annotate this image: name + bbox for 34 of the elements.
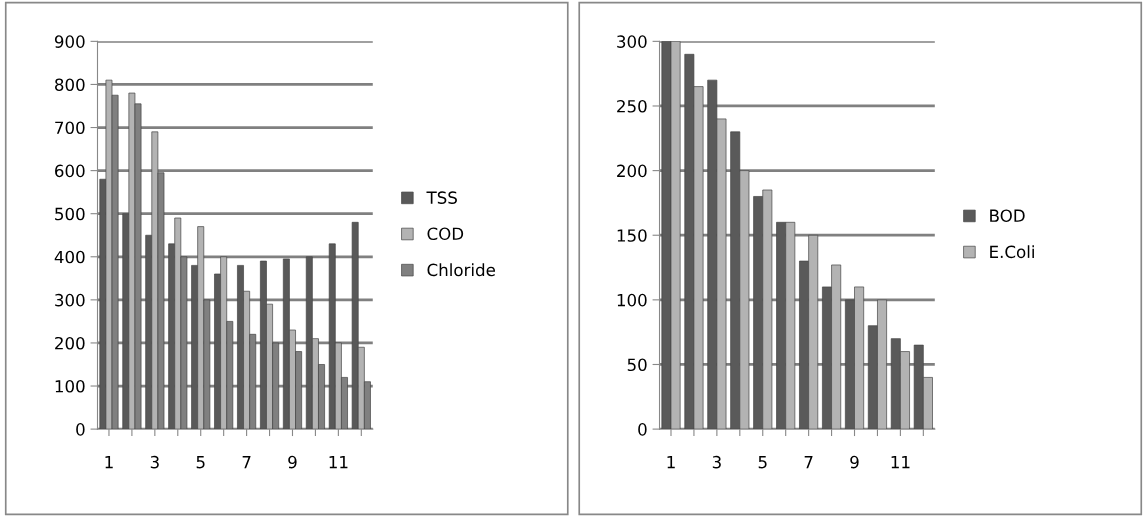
y-tick-label: 100 xyxy=(55,379,85,393)
legend-label: Chloride xyxy=(427,263,495,277)
y-tick-label: 200 xyxy=(617,164,647,178)
x-tick-label: 7 xyxy=(804,456,813,469)
x-tick-label: 1 xyxy=(105,456,113,469)
x-tick-label: 11 xyxy=(329,456,348,469)
y-tick-label: 500 xyxy=(55,207,85,221)
x-tick-label: 5 xyxy=(196,456,205,469)
y-tick-label: 600 xyxy=(55,164,85,178)
legend-label: COD xyxy=(427,227,464,241)
y-tick-label: 800 xyxy=(55,78,85,92)
y-tick-label: 200 xyxy=(55,336,85,350)
y-tick-label: 400 xyxy=(54,250,85,264)
y-tick-label: 0 xyxy=(638,423,647,436)
y-tick-label: 50 xyxy=(627,358,647,372)
x-tick-label: 9 xyxy=(288,455,297,469)
x-tick-label: 3 xyxy=(712,455,721,469)
legend-label: TSS xyxy=(426,191,457,204)
x-tick-label: 7 xyxy=(242,456,251,469)
x-tick-label: 3 xyxy=(150,455,159,469)
y-tick-label: 250 xyxy=(617,99,647,113)
y-tick-label: 700 xyxy=(55,121,85,135)
legend-label: BOD xyxy=(990,209,1025,223)
x-tick-label: 9 xyxy=(850,455,859,469)
y-tick-label: 900 xyxy=(54,35,85,48)
y-tick-label: 100 xyxy=(617,293,647,307)
legend-label: E.Coli xyxy=(990,245,1034,259)
y-tick-label: 0 xyxy=(76,423,85,436)
y-tick-label: 150 xyxy=(617,229,647,242)
x-tick-label: 11 xyxy=(891,456,910,469)
y-tick-label: 300 xyxy=(55,293,85,307)
y-tick-label: 300 xyxy=(617,35,647,48)
x-tick-label: 5 xyxy=(758,456,767,469)
x-tick-label: 1 xyxy=(667,456,675,469)
